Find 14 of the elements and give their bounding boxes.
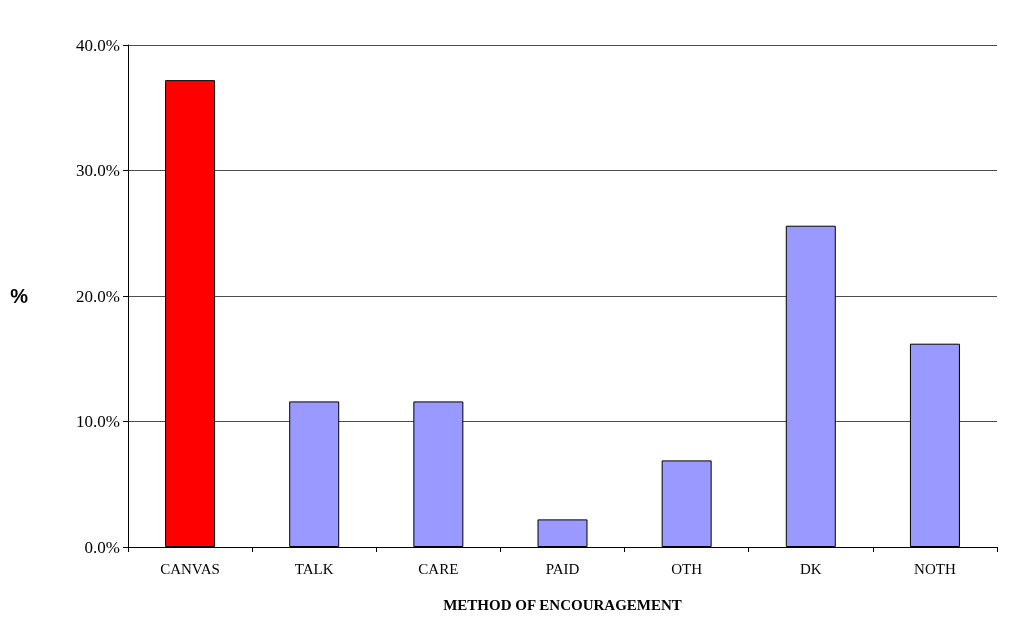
x-tick-label: OTH — [671, 560, 703, 577]
x-tick-label: PAID — [545, 560, 580, 577]
x-tick-label: TALK — [294, 560, 334, 577]
x-axis-title: METHOD OF ENCOURAGEMENT — [443, 596, 682, 613]
y-tick-label: 20.0% — [76, 286, 120, 306]
y-tick-label: 0.0% — [84, 537, 120, 557]
y-tick-label: 10.0% — [76, 412, 120, 431]
y-tick-label: 30.0% — [76, 161, 120, 180]
x-tick-label: DK — [799, 560, 822, 577]
x-tick-label: NOTH — [914, 560, 956, 577]
x-tick-label: CANVAS — [160, 560, 220, 577]
x-tick-label: CARE — [418, 560, 459, 577]
y-axis-title: % — [10, 285, 29, 307]
y-tick-label: 40.0% — [76, 35, 120, 55]
